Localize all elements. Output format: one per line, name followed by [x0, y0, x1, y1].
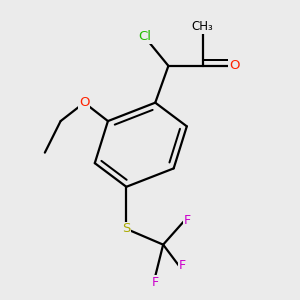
Text: O: O	[79, 96, 89, 109]
Text: O: O	[229, 59, 239, 72]
Text: CH₃: CH₃	[192, 20, 214, 33]
Text: F: F	[179, 259, 186, 272]
Text: F: F	[184, 214, 191, 227]
Text: F: F	[152, 276, 159, 289]
Text: Cl: Cl	[138, 31, 151, 44]
Text: S: S	[122, 222, 130, 236]
